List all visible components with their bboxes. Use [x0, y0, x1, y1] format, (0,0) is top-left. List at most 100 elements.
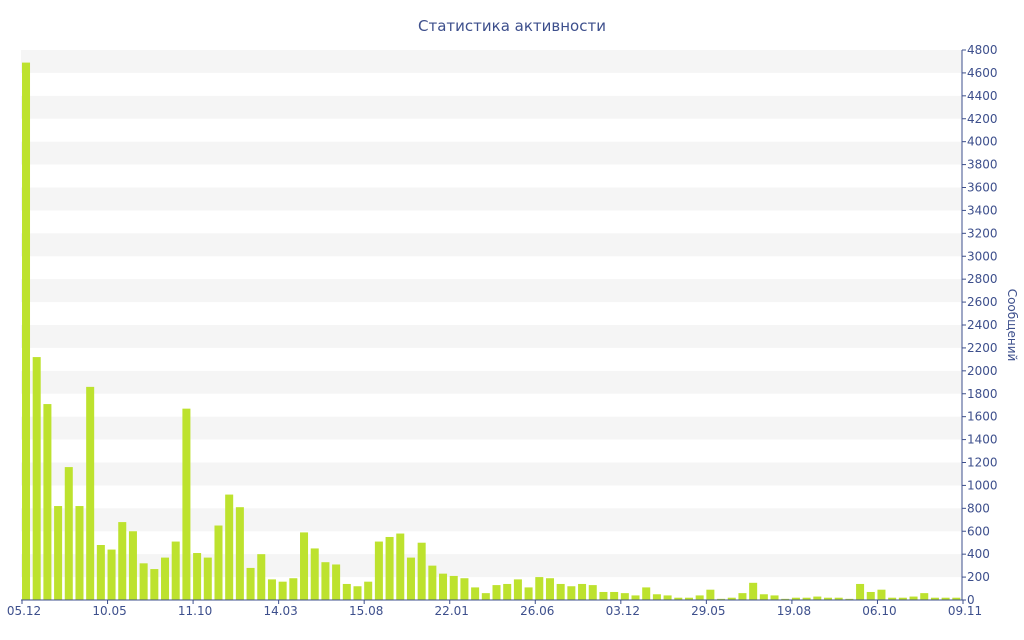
x-tick-label: 22.01 — [435, 604, 469, 618]
grid-band — [21, 141, 962, 165]
bar — [856, 583, 865, 600]
bar — [930, 597, 939, 600]
bar — [161, 557, 170, 600]
y-tick-label: 4000 — [967, 135, 998, 149]
bar — [128, 531, 137, 600]
x-tick-label: 19.08 — [777, 604, 811, 618]
bar — [214, 525, 223, 600]
bar — [139, 563, 148, 600]
bar — [770, 595, 779, 600]
bar — [396, 533, 405, 600]
grid-band — [21, 325, 962, 348]
bar — [428, 565, 437, 601]
bar — [107, 549, 116, 600]
bar — [492, 585, 501, 600]
y-tick-label: 2800 — [967, 272, 998, 286]
x-tick-label: 03.12 — [606, 604, 640, 618]
bar — [749, 582, 758, 600]
x-tick-label: 29.05 — [691, 604, 725, 618]
y-ticks: 0 200 400 600 800 1000 1200 1400 1600 1800 2000 220… — [962, 43, 998, 607]
bar — [225, 494, 234, 600]
bar — [578, 583, 587, 600]
bar — [182, 408, 191, 600]
bar — [909, 596, 918, 600]
bar — [834, 597, 843, 600]
x-tick-label: 06.10 — [862, 604, 896, 618]
bar — [941, 597, 950, 600]
bar — [556, 583, 565, 600]
bar — [706, 589, 715, 600]
bar — [374, 541, 383, 600]
x-tick-label: 05.12 — [7, 604, 41, 618]
bar — [300, 532, 309, 600]
x-tick-label: 15.08 — [349, 604, 383, 618]
x-ticks: 05.12 10.05 11.10 14.03 15.08 22.01 26.06 03.12… — [7, 600, 982, 618]
bar — [257, 554, 266, 600]
bar — [567, 586, 576, 600]
bar — [695, 595, 704, 600]
y-tick-label: 1000 — [967, 478, 998, 492]
bar — [599, 591, 608, 600]
bar — [759, 594, 768, 600]
bar — [920, 593, 929, 601]
y-tick-label: 400 — [967, 547, 990, 561]
bar — [449, 575, 458, 600]
bar — [267, 579, 276, 601]
bar — [813, 596, 822, 600]
bar — [310, 548, 319, 600]
y-axis-label: Сообщений — [1005, 289, 1019, 362]
bar — [888, 597, 897, 600]
y-tick-label: 2000 — [967, 364, 998, 378]
bar — [406, 557, 415, 600]
grid-band — [21, 187, 962, 211]
bar — [610, 591, 619, 600]
bar — [203, 557, 212, 600]
bar — [588, 585, 597, 600]
bar — [802, 597, 811, 600]
bar — [353, 586, 362, 600]
x-tick-label: 11.10 — [178, 604, 212, 618]
y-tick-label: 4400 — [967, 89, 998, 103]
x-tick-label: 09.11 — [948, 604, 982, 618]
grid-band — [21, 462, 962, 486]
y-tick-label: 3000 — [967, 249, 998, 263]
y-tick-label: 2200 — [967, 341, 998, 355]
grid-band — [21, 233, 962, 257]
bar — [684, 597, 693, 600]
bar — [278, 581, 287, 600]
grid-bands — [21, 50, 962, 578]
bar — [674, 597, 683, 600]
grid-band — [21, 508, 962, 532]
grid-band — [21, 370, 962, 394]
bar — [513, 579, 522, 601]
y-tick-label: 2600 — [967, 295, 998, 309]
y-tick-label: 4800 — [967, 43, 998, 57]
x-tick-label: 14.03 — [263, 604, 297, 618]
grid-band — [21, 554, 962, 578]
bar — [898, 597, 907, 600]
y-tick-label: 2400 — [967, 318, 998, 332]
y-tick-label: 600 — [967, 524, 990, 538]
bar — [460, 578, 469, 600]
bar — [75, 506, 84, 600]
bar — [631, 595, 640, 600]
y-tick-label: 4200 — [967, 112, 998, 126]
y-tick-label: 1600 — [967, 410, 998, 424]
bar — [738, 593, 747, 601]
y-tick-label: 3400 — [967, 203, 998, 217]
bar — [246, 567, 255, 600]
chart-title: Статистика активности — [418, 17, 606, 35]
bar — [43, 404, 52, 600]
bar — [332, 564, 341, 600]
bar — [727, 597, 736, 600]
bar — [481, 593, 490, 601]
bar — [866, 591, 875, 600]
bar — [193, 553, 202, 600]
bar — [96, 545, 105, 600]
bar — [823, 597, 833, 600]
bar — [385, 536, 394, 600]
y-tick-label: 0 — [967, 593, 975, 607]
grid-band — [21, 50, 962, 73]
bar — [717, 598, 726, 600]
